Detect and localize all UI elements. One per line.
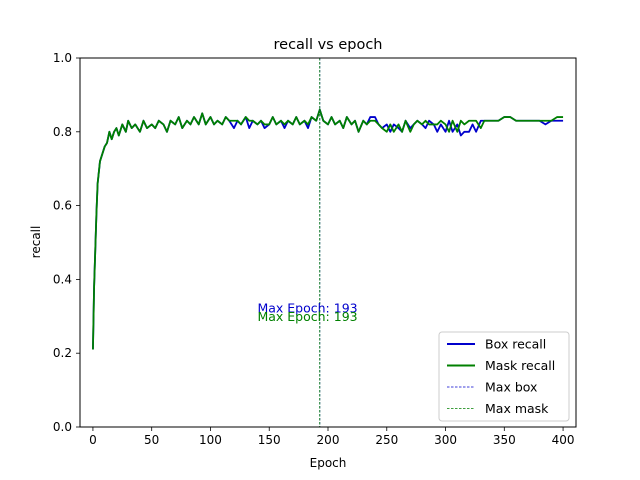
series-line-mask-recall: [92, 108, 564, 350]
plot-area: [79, 57, 577, 428]
legend-max-box-label: Max box: [485, 380, 537, 395]
x-tick-label: 350: [493, 433, 516, 447]
y-tick-label: 0.2: [53, 346, 72, 360]
axis-ticks: 0 50 100 150 200 250 300 350 400 0.0 0.2 0.4 0.6 0.8 1…: [53, 51, 575, 447]
legend-max-mask-label: Max mask: [485, 401, 549, 416]
x-tick-label: 0: [89, 433, 97, 447]
y-tick-label: 0.0: [53, 420, 72, 434]
x-axis-label: Epoch: [310, 456, 347, 470]
x-tick-label: 300: [434, 433, 457, 447]
max-epoch-annotation-mask: Max Epoch: 193: [257, 309, 357, 324]
legend-mask-recall-label: Mask recall: [485, 358, 555, 373]
legend-box: [438, 331, 570, 422]
x-tick-label: 50: [144, 433, 159, 447]
x-tick-label: 400: [552, 433, 575, 447]
chart-title: recall vs epoch: [274, 37, 383, 53]
max-epoch-annotation-box: Max Epoch: 193: [257, 301, 357, 316]
y-axis-label: recall: [29, 226, 43, 259]
x-tick-label: 100: [199, 433, 222, 447]
y-tick-label: 0.6: [53, 199, 72, 213]
y-tick-label: 1.0: [53, 51, 72, 65]
x-tick-label: 200: [317, 433, 340, 447]
legend: Box recall Mask recall Max box Max mask: [438, 331, 570, 422]
x-tick-label: 250: [375, 433, 398, 447]
x-tick-label: 150: [258, 433, 281, 447]
y-tick-label: 0.4: [53, 272, 72, 286]
y-tick-label: 0.8: [53, 125, 72, 139]
legend-box-recall-label: Box recall: [485, 337, 546, 352]
